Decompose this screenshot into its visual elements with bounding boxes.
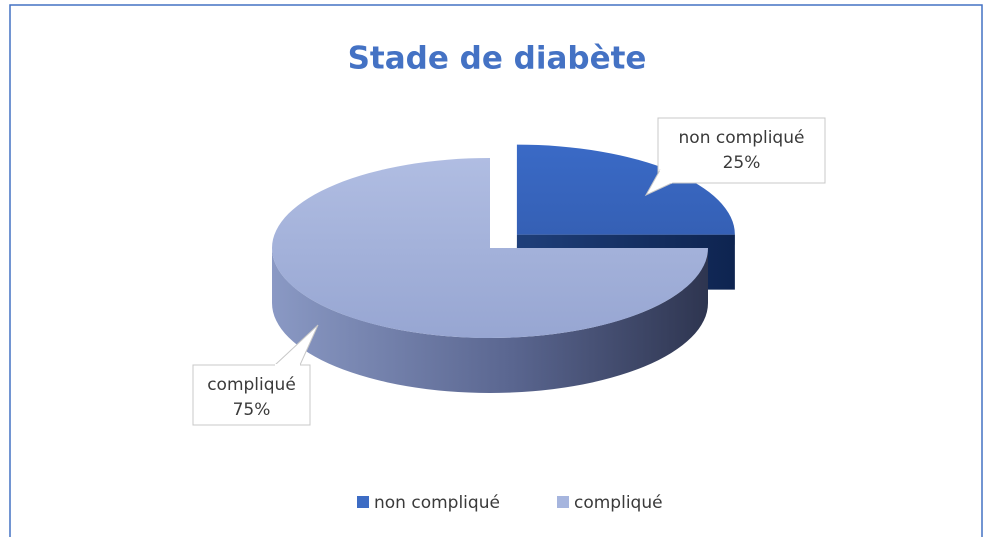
data-label-value: 25% xyxy=(723,153,761,173)
legend-label: non compliqué xyxy=(374,493,500,513)
data-label-category: non compliqué xyxy=(679,128,805,148)
frame xyxy=(9,4,983,537)
data-label-box xyxy=(192,364,311,426)
legend-label: compliqué xyxy=(574,493,663,513)
pointer-cover xyxy=(659,169,673,184)
legend-swatch xyxy=(357,496,369,508)
legend-swatch xyxy=(557,496,569,508)
data-label-category: compliqué xyxy=(207,375,296,395)
slice xyxy=(516,144,735,235)
slice xyxy=(272,158,708,338)
data-label-box xyxy=(657,117,826,184)
data-label-value: 75% xyxy=(233,400,271,420)
slice-side xyxy=(272,248,708,393)
chart-title: Stade de diabète xyxy=(348,41,647,77)
